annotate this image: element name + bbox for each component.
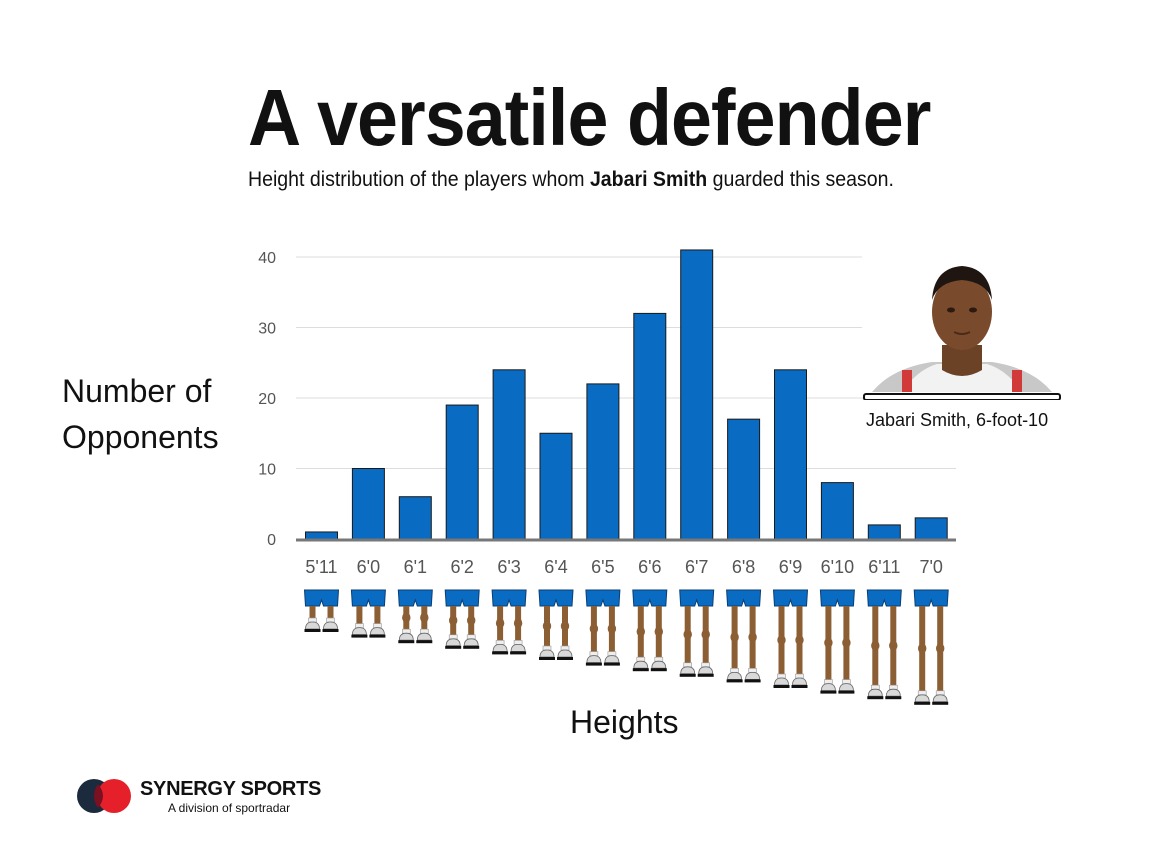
leg-figure-icon <box>726 589 762 683</box>
chart-title: A versatile defender <box>248 73 931 162</box>
x-tick-label: 6'0 <box>357 557 380 577</box>
subtitle-player-name: Jabari Smith <box>589 168 708 191</box>
y-tick-label: 40 <box>258 250 276 267</box>
bar <box>867 524 901 540</box>
x-tick-label: 6'11 <box>868 557 900 577</box>
player-photo <box>862 250 1062 401</box>
y-tick-label: 10 <box>258 462 276 479</box>
bar <box>633 312 667 540</box>
x-tick-label: 6'7 <box>685 557 708 577</box>
leg-figure-icon <box>913 589 949 705</box>
player-card <box>862 250 1062 401</box>
y-tick-label: 30 <box>258 321 276 338</box>
bar <box>539 432 573 540</box>
bar <box>820 482 854 540</box>
y-tick-label: 20 <box>258 391 276 408</box>
chart-subtitle: Height distribution of the players whom … <box>248 168 894 192</box>
x-tick-label: 6'9 <box>779 557 802 577</box>
player-photo-drawing <box>862 250 1062 401</box>
x-tick-label: 6'1 <box>404 557 427 577</box>
leg-figure-icon <box>632 589 668 672</box>
bar <box>492 369 526 540</box>
leg-figure-icon <box>866 589 902 700</box>
x-axis-label: Heights <box>570 704 679 740</box>
bar <box>914 517 948 540</box>
leg-figure-icon <box>491 589 527 655</box>
x-tick-label: 6'4 <box>544 557 567 577</box>
player-caption: Jabari Smith, 6-foot-10 <box>866 410 1049 430</box>
leg-figure-icon <box>585 589 621 666</box>
y-axis-label: Number of Opponents <box>62 368 232 460</box>
x-tick-label: 7'0 <box>919 557 942 577</box>
leg-figure-icon <box>679 589 715 677</box>
synergy-sports-logo: SYNERGY SPORTS A division of sportradar <box>72 774 372 818</box>
leg-figure-icon <box>350 589 386 638</box>
leg-figure-icon <box>819 589 855 694</box>
bar <box>774 369 807 540</box>
logo-name: SYNERGY SPORTS <box>140 778 322 800</box>
x-tick-label: 6'2 <box>450 557 473 577</box>
leg-figure-icon <box>444 589 480 649</box>
bar <box>680 249 714 540</box>
bar <box>445 404 479 540</box>
synergy-mark-icon <box>77 779 131 813</box>
x-tick-label: 6'10 <box>821 557 854 577</box>
leg-figure-icon <box>397 589 433 644</box>
bar <box>351 468 385 540</box>
bar <box>305 531 338 540</box>
y-axis-label-text: Number of Opponents <box>62 373 219 455</box>
x-tick-label: 6'8 <box>732 557 755 577</box>
logo-subtext: A division of sportradar <box>168 801 291 815</box>
x-tick-label: 5'11 <box>305 557 337 577</box>
leg-figure-icon <box>538 589 574 660</box>
subtitle-lead: Height distribution of the players whom <box>248 168 590 191</box>
x-tick-label: 6'5 <box>591 557 614 577</box>
bar <box>727 418 761 540</box>
bar <box>398 496 432 540</box>
y-tick-label: 0 <box>267 532 276 549</box>
subtitle-tail: guarded this season. <box>707 168 894 191</box>
leg-figure-icon <box>303 589 340 632</box>
bar <box>586 383 620 540</box>
x-tick-label: 6'3 <box>497 557 520 577</box>
leg-figure-icon <box>772 589 809 688</box>
x-tick-label: 6'6 <box>638 557 661 577</box>
